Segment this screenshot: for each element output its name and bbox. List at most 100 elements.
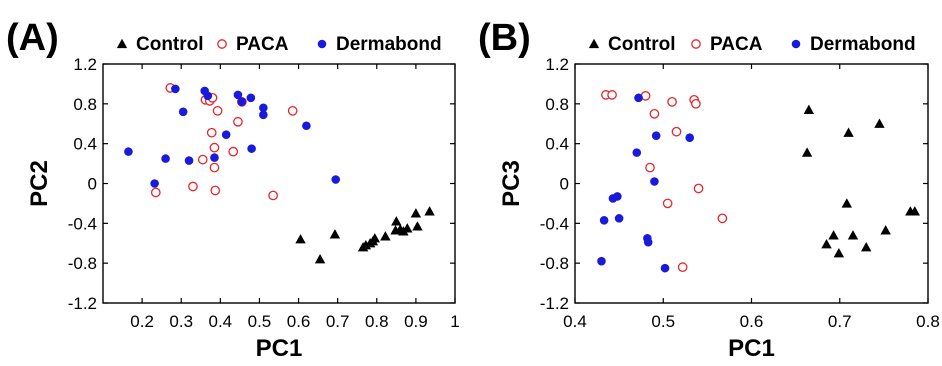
data-point-control (410, 208, 422, 218)
data-point-dermabond (203, 91, 213, 101)
data-point-control (909, 206, 920, 216)
y-tick-label: -0.8 (540, 254, 569, 273)
data-point-dermabond (259, 110, 268, 120)
legend-marker (116, 38, 128, 49)
data-point-paca (287, 105, 298, 116)
legend-marker (791, 39, 801, 49)
series-dermabond (597, 93, 695, 273)
data-point-dermabond (660, 263, 670, 273)
legend-label: Control (608, 34, 676, 55)
data-point-control (821, 239, 832, 249)
data-point-dermabond (259, 103, 268, 113)
data-point-paca (188, 181, 198, 192)
x-tick-label: 0.4 (209, 312, 233, 331)
panel-a: (A) Control PACA Dermabond 0.2 0.3 0.4 0.5 0.6 0.… (6, 17, 460, 362)
x-tick-label: 0.7 (828, 312, 852, 331)
x-tick-label: 0.5 (651, 312, 675, 331)
y-tick-label: 0.8 (545, 95, 569, 114)
y-tick-label: -0.4 (68, 214, 97, 233)
data-point-paca (693, 183, 704, 194)
data-point-paca (209, 162, 220, 173)
panel-label: (B) (478, 17, 531, 59)
data-point-paca (268, 190, 278, 201)
y-tick-label: 0 (88, 175, 97, 194)
data-point-control (329, 229, 341, 239)
y-axis-title: PC3 (498, 160, 525, 207)
x-tick-label: 0.5 (248, 312, 272, 331)
legend-label: Dermabond (810, 34, 916, 55)
data-point-dermabond (632, 148, 642, 157)
data-point-paca (649, 108, 660, 119)
y-tick-label: 0.4 (545, 135, 569, 154)
x-tick-label: 0.6 (287, 312, 311, 331)
plot-frame (574, 63, 929, 304)
data-point-paca (233, 116, 243, 127)
y-axis-title: PC2 (26, 160, 53, 207)
data-point-dermabond (685, 133, 695, 142)
x-tick-label: 1 (450, 312, 459, 331)
data-point-dermabond (237, 97, 247, 107)
data-point-paca (150, 187, 161, 198)
data-point-dermabond (171, 84, 180, 94)
data-point-dermabond (221, 130, 231, 140)
data-point-control (843, 127, 854, 137)
data-point-dermabond (614, 214, 624, 223)
data-point-paca (677, 262, 688, 272)
data-point-dermabond (184, 156, 194, 165)
y-tick-label: -1.2 (68, 294, 97, 313)
data-point-control (841, 198, 853, 208)
legend-marker (217, 39, 227, 49)
data-point-control (847, 230, 859, 240)
legend-label: Dermabond (336, 34, 442, 55)
data-point-control (402, 223, 413, 233)
data-point-paca (662, 198, 673, 209)
data-point-control (861, 242, 872, 252)
panel-b: (B) Control PACA Dermabond 0.4 0.5 0.6 0.7 0.8 1.… (478, 17, 940, 362)
data-point-dermabond (643, 237, 653, 247)
data-point-control (380, 231, 391, 241)
data-point-dermabond (161, 154, 170, 163)
data-point-control (833, 248, 845, 258)
data-point-paca (667, 96, 677, 107)
series-control (295, 206, 435, 264)
legend-label: PACA (710, 34, 763, 55)
data-point-dermabond (597, 256, 606, 266)
x-tick-label: 0.4 (563, 312, 587, 331)
data-point-control (412, 221, 423, 231)
series-dermabond (124, 84, 341, 188)
data-point-control (295, 234, 306, 244)
data-point-paca (209, 142, 220, 153)
data-point-dermabond (302, 121, 311, 131)
y-tick-label: 1.2 (73, 55, 97, 74)
x-tick-label: 0.2 (130, 312, 154, 331)
data-point-dermabond (650, 177, 659, 186)
data-point-control (874, 118, 885, 128)
legend-label: PACA (236, 34, 289, 55)
legend-label: Control (136, 34, 204, 55)
data-point-paca (212, 105, 223, 116)
data-point-paca (671, 126, 682, 137)
x-tick-label: 0.6 (740, 312, 764, 331)
data-point-control (424, 206, 435, 216)
data-point-dermabond (233, 90, 243, 100)
data-point-paca (645, 162, 655, 173)
data-point-dermabond (651, 131, 661, 140)
y-tick-label: -0.4 (540, 214, 569, 233)
data-point-paca (691, 98, 701, 109)
y-tick-label: -0.8 (68, 254, 97, 273)
series-paca (150, 83, 298, 201)
x-tick-label: 0.3 (169, 312, 193, 331)
legend-marker (588, 38, 600, 49)
data-point-dermabond (331, 175, 341, 184)
legend: Control PACA Dermabond (588, 34, 916, 55)
data-point-control (828, 230, 839, 240)
data-point-dermabond (124, 147, 133, 156)
data-point-control (803, 104, 815, 114)
legend-marker (317, 39, 327, 49)
legend-marker (691, 39, 701, 49)
panel-label: (A) (6, 17, 59, 59)
data-point-control (391, 216, 402, 226)
data-point-paca (607, 90, 617, 100)
data-point-paca (228, 146, 239, 157)
